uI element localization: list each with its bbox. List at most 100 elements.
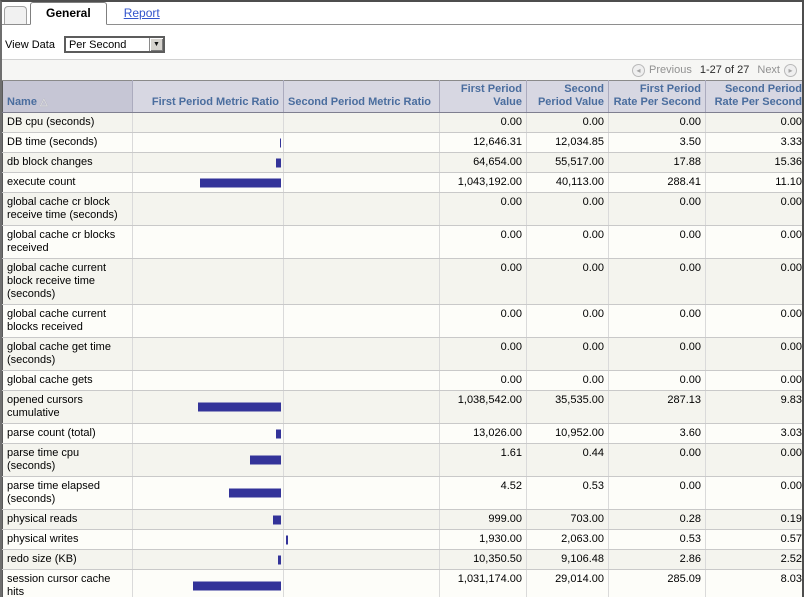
value-cell: 999.00 [439,509,527,530]
metric-name-cell: global cache cr block receive time (seco… [2,192,133,226]
second-period-ratio-cell [283,509,440,530]
ratio-bar [200,178,281,187]
metric-name-cell: db block changes [2,152,133,173]
column-header-name[interactable]: Name △ [2,80,133,113]
value-cell: 0.00 [526,370,609,391]
second-period-ratio-cell [283,370,440,391]
value-cell: 1.61 [439,443,527,477]
first-period-ratio-cell [132,569,284,597]
value-cell: 64,654.00 [439,152,527,173]
first-period-ratio-cell [132,258,284,305]
previous-link[interactable]: Previous [649,64,692,76]
value-cell: 0.00 [439,304,527,338]
tab-general[interactable]: General [30,2,107,25]
value-cell: 0.19 [705,509,802,530]
value-cell: 40,113.00 [526,172,609,193]
value-cell: 0.28 [608,509,706,530]
value-cell: 0.00 [608,476,706,510]
table-row: redo size (KB) 10,350.50 9,106.48 2.86 2.52 [2,549,802,570]
table-row: global cache get time (seconds) 0.00 0.00 0… [2,337,802,371]
value-cell: 0.00 [705,112,802,133]
first-period-ratio-cell [132,443,284,477]
value-cell: 2,063.00 [526,529,609,550]
sort-ascending-icon: △ [40,97,48,108]
tab-stub [4,6,27,24]
value-cell: 2.86 [608,549,706,570]
metric-name-cell: physical writes [2,529,133,550]
metric-name-cell: global cache gets [2,370,133,391]
table-row: global cache cr block receive time (seco… [2,192,802,226]
dropdown-arrow-icon[interactable]: ▼ [148,38,163,51]
value-cell: 0.00 [705,258,802,305]
metric-name-cell: DB time (seconds) [2,132,133,153]
ratio-bar [276,429,281,438]
column-header-first-period-value[interactable]: First Period Value [439,80,527,113]
column-header-label: Name [7,96,37,108]
first-period-ratio-cell [132,192,284,226]
value-cell: 9,106.48 [526,549,609,570]
value-cell: 0.00 [439,258,527,305]
table-row: opened cursors cumulative 1,038,542.00 35,… [2,390,802,424]
value-cell: 0.00 [705,370,802,391]
second-period-ratio-cell [283,152,440,173]
value-cell: 0.00 [608,225,706,259]
value-cell: 0.00 [705,192,802,226]
value-cell: 0.00 [608,258,706,305]
first-period-ratio-cell [132,337,284,371]
column-header-second-period-rate[interactable]: Second Period Rate Per Second [705,80,802,113]
metric-name-cell: parse time elapsed (seconds) [2,476,133,510]
value-cell: 0.00 [608,337,706,371]
tab-report[interactable]: Report [123,6,160,20]
view-data-controls: View Data Per Second ▼ [2,25,802,59]
value-cell: 12,646.31 [439,132,527,153]
metric-name-cell: global cache cr blocks received [2,225,133,259]
view-data-label: View Data [5,38,55,51]
metric-name-cell: global cache get time (seconds) [2,337,133,371]
first-period-ratio-cell [132,423,284,444]
value-cell: 0.00 [526,258,609,305]
first-period-ratio-cell [132,225,284,259]
value-cell: 17.88 [608,152,706,173]
value-cell: 9.83 [705,390,802,424]
value-cell: 0.00 [705,225,802,259]
value-cell: 0.00 [705,304,802,338]
table-row: parse time cpu (seconds) 1.61 0.44 0.00 0.00 [2,443,802,477]
table-row: global cache current block receive time … [2,258,802,305]
previous-arrow-icon[interactable]: ◂ [632,63,646,77]
column-header-second-period-value[interactable]: Second Period Value [526,80,609,113]
value-cell: 15.36 [705,152,802,173]
value-cell: 2.52 [705,549,802,570]
column-header-first-period-metric-ratio[interactable]: First Period Metric Ratio [132,80,284,113]
value-cell: 1,930.00 [439,529,527,550]
ratio-bar [279,138,281,147]
value-cell: 29,014.00 [526,569,609,597]
first-period-ratio-cell [132,549,284,570]
metric-name-cell: parse time cpu (seconds) [2,443,133,477]
second-period-ratio-cell [283,112,440,133]
table-row: physical reads 999.00 703.00 0.28 0.19 [2,509,802,530]
first-period-ratio-cell [132,370,284,391]
value-cell: 0.00 [439,370,527,391]
table-row: global cache cr blocks received 0.00 0.00 0… [2,225,802,259]
record-range: 1-27 of 27 [699,64,750,76]
next-link[interactable]: Next [757,64,780,76]
second-period-ratio-cell [283,529,440,550]
value-cell: 55,517.00 [526,152,609,173]
table-row: global cache current blocks received 0.00… [2,304,802,338]
second-period-ratio-cell [283,132,440,153]
next-arrow-icon[interactable]: ▸ [784,63,797,77]
column-header-second-period-metric-ratio[interactable]: Second Period Metric Ratio [283,80,440,113]
table-row: global cache gets 0.00 0.00 0.00 0.00 [2,370,802,391]
value-cell: 0.00 [608,443,706,477]
column-header-first-period-rate[interactable]: First Period Rate Per Second [608,80,706,113]
second-period-ratio-cell [283,337,440,371]
value-cell: 0.44 [526,443,609,477]
first-period-ratio-cell [132,476,284,510]
value-cell: 1,043,192.00 [439,172,527,193]
view-data-select[interactable]: Per Second ▼ [63,36,165,53]
table-row: db block changes 64,654.00 55,517.00 17.88 1… [2,152,802,173]
first-period-ratio-cell [132,112,284,133]
second-period-ratio-cell [283,225,440,259]
ratio-bar [228,488,281,498]
metric-name-cell: parse count (total) [2,423,133,444]
